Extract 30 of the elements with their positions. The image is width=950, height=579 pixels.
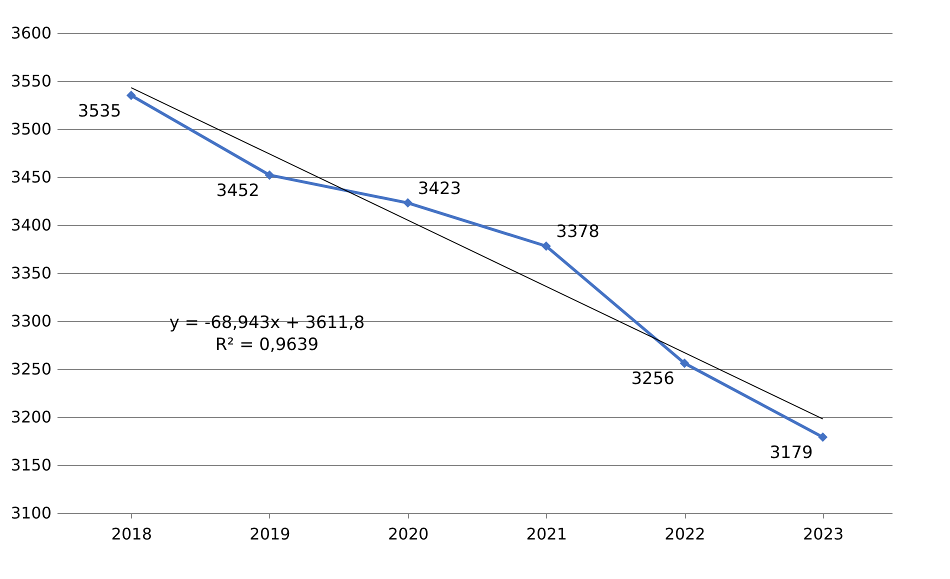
- data-label: 3535: [78, 101, 122, 122]
- point: [126, 90, 136, 100]
- x-tick-label: 2019: [250, 524, 290, 544]
- y-tick-label: 3450: [10, 168, 52, 186]
- x-tick-label: 2018: [111, 524, 152, 544]
- annotation: y = -68,943x + 3611,8 R² = 0,9639: [169, 313, 365, 355]
- y-tick-label: 3500: [10, 120, 52, 138]
- data-label: 3179: [770, 443, 813, 464]
- y-tick-label: 3150: [10, 456, 52, 474]
- data-label: 3256: [631, 369, 674, 390]
- point: [403, 198, 413, 208]
- x-tick-label: 2021: [526, 524, 568, 544]
- point: [264, 170, 274, 180]
- y-tick-label: 3350: [10, 264, 52, 282]
- data-label: 3378: [556, 222, 600, 242]
- point: [818, 432, 828, 442]
- y-tick-label: 3550: [10, 72, 52, 90]
- data-label: 3452: [216, 181, 260, 202]
- point: [541, 241, 551, 251]
- data-label: 3423: [418, 178, 462, 199]
- y-tick-label: 3100: [10, 504, 52, 522]
- y-tick-label: 3600: [10, 24, 52, 42]
- point: [680, 358, 690, 368]
- y-tick-label: 3300: [10, 312, 52, 330]
- y-tick-label: 3200: [10, 408, 52, 426]
- x-tick-label: 2022: [664, 524, 706, 544]
- y-tick-label: 3400: [10, 216, 52, 234]
- x-tick-label: 2023: [802, 524, 844, 544]
- x-tick-label: 2020: [388, 524, 429, 544]
- y-tick-label: 3250: [10, 360, 52, 378]
